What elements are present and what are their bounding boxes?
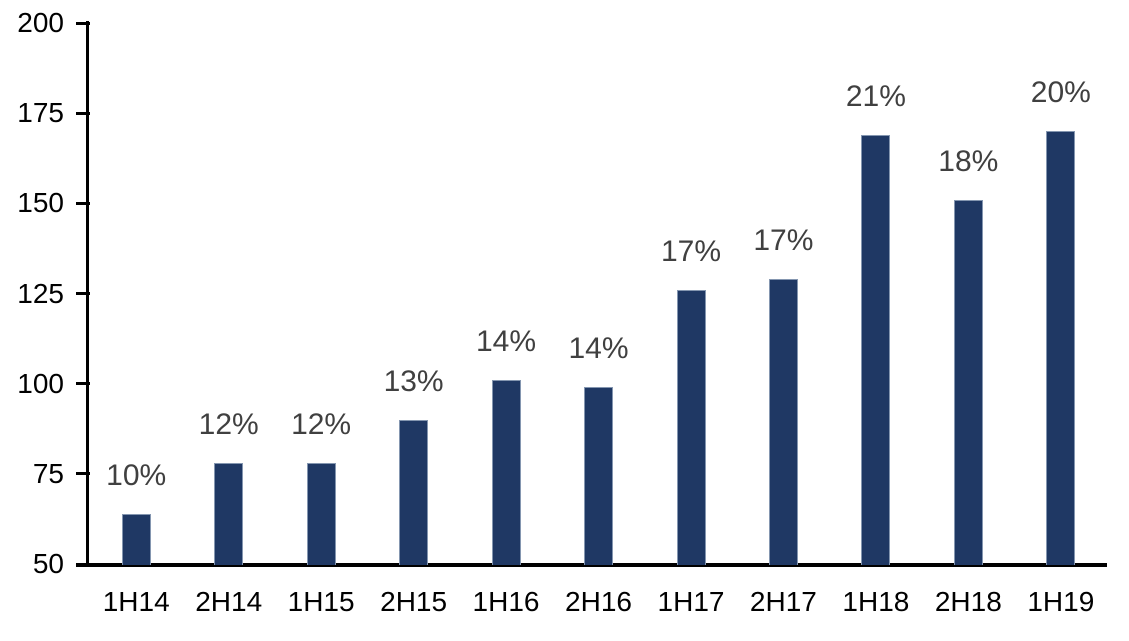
data-label-1H17: 17% [660, 234, 722, 268]
bar-1H15 [306, 463, 336, 565]
y-tick-label: 100 [17, 367, 64, 399]
data-label-1H18: 21% [845, 79, 906, 113]
bar-1H14 [121, 513, 151, 565]
data-label-2H18: 18% [938, 144, 999, 178]
x-axis-label-2H14: 2H14 [195, 586, 263, 617]
bar-2H17 [768, 279, 798, 565]
x-axis-label-2H17: 2H17 [749, 586, 817, 617]
y-tick-label: 125 [17, 277, 64, 309]
data-label-2H17: 17% [753, 224, 814, 258]
bar-2H15 [399, 419, 429, 565]
data-label-1H16: 14% [475, 325, 537, 359]
y-tick-label: 150 [17, 187, 64, 219]
data-label-1H19: 20% [1030, 76, 1091, 110]
x-axis-label-2H18: 2H18 [934, 586, 1002, 617]
y-tick-mark [76, 472, 90, 476]
bar-2H14 [214, 463, 244, 565]
bar-2H16 [584, 387, 613, 565]
y-tick-label: 175 [17, 97, 64, 129]
x-axis-label-1H19: 1H19 [1027, 586, 1095, 617]
y-tick-label: 75 [32, 457, 64, 489]
y-tick-label: 200 [17, 7, 64, 38]
data-label-1H15: 12% [291, 408, 352, 441]
data-label-2H14: 12% [198, 408, 259, 441]
y-tick-mark [76, 111, 90, 115]
bar-2H18 [953, 199, 983, 565]
bar-1H16 [491, 380, 521, 565]
y-tick-mark [76, 292, 90, 295]
x-axis-label-1H14: 1H14 [102, 586, 170, 617]
x-axis-label-1H18: 1H18 [842, 586, 910, 617]
data-label-1H14: 10% [106, 458, 167, 492]
x-axis-label-1H15: 1H15 [287, 586, 355, 617]
y-tick-mark [76, 21, 90, 25]
y-tick-mark [76, 201, 90, 205]
y-tick-mark [76, 562, 90, 566]
bar-1H19 [1046, 131, 1076, 565]
y-tick-label: 50 [32, 548, 64, 579]
y-tick-mark [76, 382, 90, 386]
bar-1H17 [676, 289, 706, 565]
x-axis-line [76, 563, 1107, 567]
x-axis-label-1H16: 1H16 [472, 586, 540, 617]
data-label-2H15: 13% [383, 364, 444, 398]
x-axis-label-2H15: 2H15 [380, 586, 448, 617]
x-axis-label-2H16: 2H16 [565, 586, 632, 617]
x-axis-label-1H17: 1H17 [657, 586, 725, 617]
bar-1H18 [861, 134, 891, 565]
data-label-2H16: 14% [568, 332, 629, 366]
